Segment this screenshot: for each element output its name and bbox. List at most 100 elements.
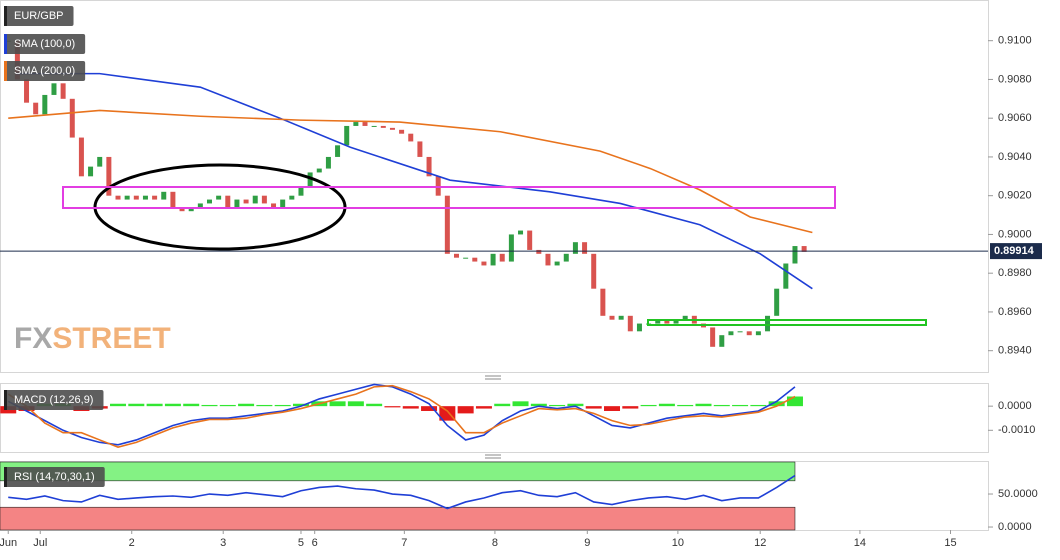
candle bbox=[261, 195, 267, 204]
legend-swatch bbox=[4, 390, 7, 410]
candle bbox=[572, 242, 578, 254]
x-tick-label: 14 bbox=[854, 537, 866, 549]
candle bbox=[399, 129, 405, 134]
candle bbox=[206, 199, 212, 204]
legend: 0.89914 EUR/GBP SMA (100,0) SMA (200,0) MACD… bbox=[4, 6, 1042, 487]
histogram-bar bbox=[732, 404, 749, 407]
panel-handle bbox=[485, 375, 501, 459]
y-tick-label: 0.8960 bbox=[998, 306, 1032, 318]
candle bbox=[197, 203, 203, 208]
candle bbox=[179, 207, 185, 212]
histogram-bar bbox=[421, 406, 438, 411]
y-tick-label: -0.0010 bbox=[998, 424, 1035, 436]
y-tick-label: 0.0000 bbox=[998, 521, 1032, 533]
histogram-bar bbox=[274, 404, 291, 407]
sma-line bbox=[8, 109, 813, 234]
candle bbox=[527, 230, 533, 250]
macd-panel bbox=[0, 383, 989, 453]
candle bbox=[801, 246, 807, 252]
candle bbox=[554, 261, 560, 266]
histogram-bar bbox=[366, 403, 383, 407]
x-tick-label: 12 bbox=[754, 537, 766, 549]
histogram-bar bbox=[110, 403, 127, 407]
candle bbox=[289, 195, 295, 200]
legend-item: SMA (100,0) bbox=[4, 34, 86, 54]
histogram-bar bbox=[256, 404, 273, 407]
histogram-bar bbox=[512, 401, 529, 407]
legend-label: EUR/GBP bbox=[14, 10, 64, 22]
candle bbox=[142, 195, 148, 200]
y-tick-label: 0.9060 bbox=[998, 112, 1032, 124]
price-panel bbox=[0, 0, 989, 373]
candle bbox=[792, 246, 798, 264]
candle bbox=[563, 253, 569, 262]
candle bbox=[453, 253, 459, 258]
overbought-band bbox=[0, 461, 796, 482]
candle bbox=[69, 98, 75, 138]
y-tick-label: 0.9100 bbox=[998, 35, 1032, 47]
legend-label: SMA (100,0) bbox=[14, 38, 75, 50]
y-tick-label: 0.8980 bbox=[998, 267, 1032, 279]
signal-line bbox=[7, 384, 796, 449]
candle bbox=[536, 249, 542, 254]
candle bbox=[518, 230, 524, 235]
histogram-bar bbox=[238, 403, 255, 407]
sma-line bbox=[15, 72, 813, 290]
candle bbox=[508, 234, 514, 262]
candle bbox=[417, 141, 423, 157]
y-tick-label: 0.8940 bbox=[998, 345, 1032, 357]
histogram-bar bbox=[768, 401, 785, 407]
x-tick-label: Jun bbox=[0, 537, 17, 549]
candle bbox=[325, 156, 331, 169]
oversold-band bbox=[0, 506, 796, 531]
histogram-bar bbox=[457, 406, 474, 414]
candle bbox=[774, 288, 780, 316]
x-tick-label: 3 bbox=[220, 537, 226, 549]
legend-swatch bbox=[4, 61, 7, 81]
candle bbox=[271, 203, 277, 208]
legend-item: EUR/GBP bbox=[4, 6, 74, 26]
candle bbox=[353, 122, 359, 126]
histogram-bar bbox=[494, 403, 511, 407]
candle bbox=[298, 187, 304, 196]
candle bbox=[252, 195, 258, 204]
histogram-bar bbox=[201, 404, 218, 407]
resistance-box bbox=[62, 186, 836, 209]
histogram-bar bbox=[219, 404, 236, 407]
histogram-bar bbox=[347, 401, 364, 407]
y-tick-label: 0.9020 bbox=[998, 190, 1032, 202]
candle bbox=[335, 145, 341, 157]
legend-box bbox=[4, 390, 104, 410]
y-tick-label: 0.0000 bbox=[998, 400, 1032, 412]
x-tick-label: 10 bbox=[672, 537, 684, 549]
support-box bbox=[647, 319, 927, 326]
histogram-bar bbox=[695, 403, 712, 407]
candle bbox=[600, 288, 606, 316]
candle bbox=[216, 195, 222, 200]
histogram-bar bbox=[786, 396, 803, 407]
candle bbox=[728, 331, 734, 336]
candle bbox=[106, 156, 112, 196]
candle bbox=[170, 191, 176, 208]
candle bbox=[14, 40, 20, 80]
candle bbox=[426, 156, 432, 177]
x-tick-label: 6 bbox=[312, 537, 318, 549]
histogram-bar bbox=[164, 403, 181, 407]
candle bbox=[582, 242, 588, 254]
candle bbox=[682, 315, 688, 320]
candle bbox=[765, 315, 771, 332]
histogram-bar bbox=[128, 403, 145, 407]
candle bbox=[124, 195, 130, 200]
candle bbox=[133, 195, 139, 200]
histogram-bar bbox=[183, 403, 200, 407]
last-price-box bbox=[990, 243, 1042, 260]
candle bbox=[463, 257, 469, 259]
candle bbox=[280, 199, 286, 208]
candle bbox=[481, 261, 487, 266]
candle bbox=[499, 253, 505, 262]
candle bbox=[380, 125, 386, 128]
candle bbox=[472, 257, 478, 262]
legend-label: MACD (12,26,9) bbox=[14, 394, 93, 406]
histogram-bar bbox=[384, 406, 401, 408]
